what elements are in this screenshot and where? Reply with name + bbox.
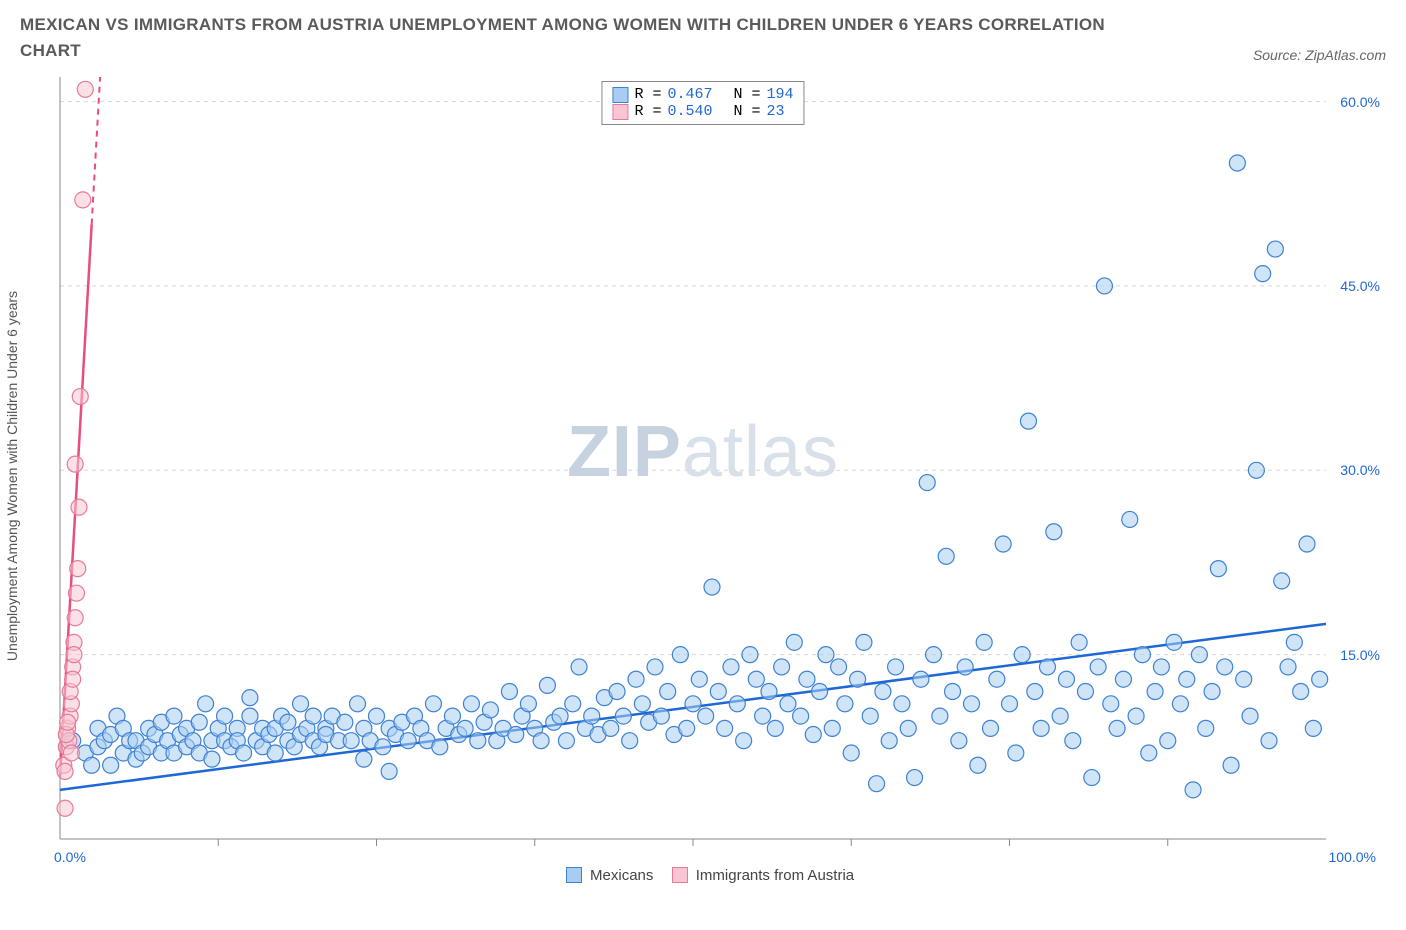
x-axis-max-label: 100.0%	[1329, 849, 1376, 865]
y-tick-label: 30.0%	[1340, 462, 1380, 478]
stat-n-value-s2: 23	[767, 103, 785, 120]
y-tick-label: 45.0%	[1340, 278, 1380, 294]
stat-r-value-s2: 0.540	[667, 103, 712, 120]
stat-r-value-s1: 0.467	[667, 86, 712, 103]
scatter-chart	[20, 73, 1386, 863]
legend-swatch-s1	[612, 87, 628, 103]
y-tick-label: 15.0%	[1340, 647, 1380, 663]
stat-r-label: R =	[634, 103, 661, 120]
legend-swatch-s1	[566, 867, 582, 883]
stat-n-label: N =	[734, 103, 761, 120]
stat-n-label: N =	[734, 86, 761, 103]
legend-swatch-s2	[612, 104, 628, 120]
x-axis-min-label: 0.0%	[54, 849, 86, 865]
y-tick-label: 60.0%	[1340, 94, 1380, 110]
legend-label-s2: Immigrants from Austria	[696, 867, 854, 884]
stat-r-label: R =	[634, 86, 661, 103]
stat-n-value-s1: 194	[767, 86, 794, 103]
legend-swatch-s2	[672, 867, 688, 883]
chart-area: Unemployment Among Women with Children U…	[20, 73, 1386, 863]
y-axis-label: Unemployment Among Women with Children U…	[4, 291, 20, 661]
chart-title: MEXICAN VS IMMIGRANTS FROM AUSTRIA UNEMP…	[20, 12, 1120, 63]
source-label: Source: ZipAtlas.com	[1253, 47, 1386, 63]
series-legend: Mexicans Immigrants from Austria	[20, 867, 1386, 884]
stats-legend: R = 0.467 N = 194 R = 0.540 N = 23	[601, 81, 804, 125]
legend-label-s1: Mexicans	[590, 867, 653, 884]
